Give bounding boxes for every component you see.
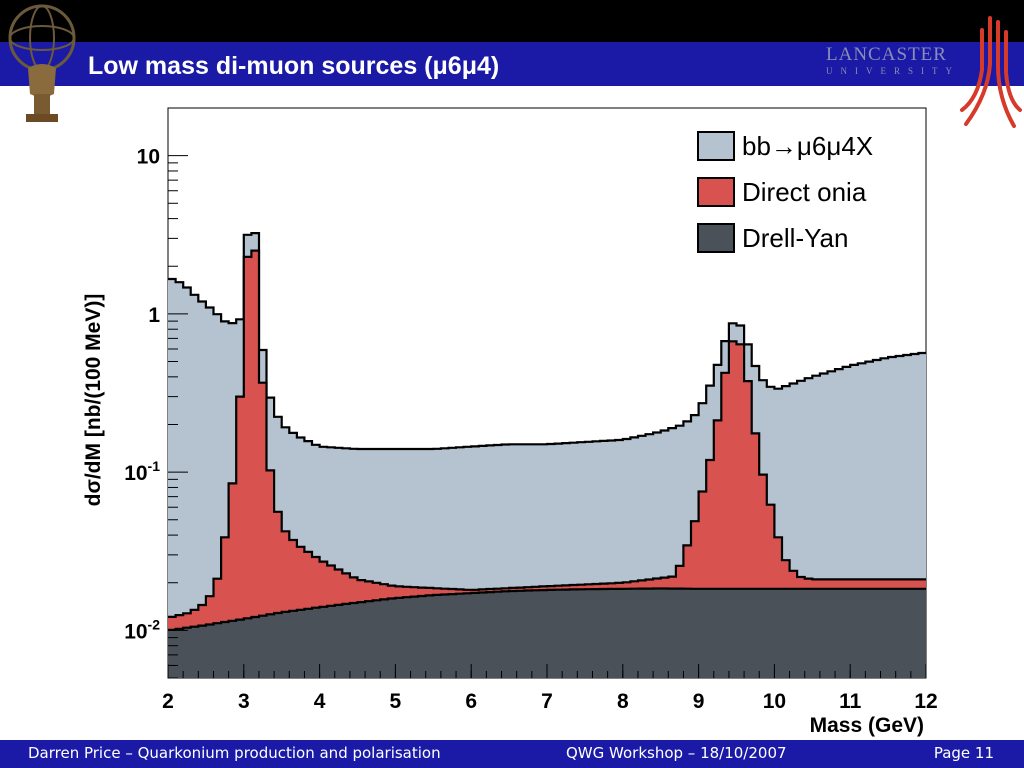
plot-areas: [168, 232, 926, 678]
x-tick-label: 11: [839, 690, 862, 713]
lancaster-crest-icon: [960, 16, 1022, 128]
x-tick-label: 5: [390, 690, 402, 713]
x-tick-label: 8: [617, 690, 629, 713]
y-tick-label: 1: [148, 304, 160, 327]
x-tick-label: 10: [763, 690, 786, 713]
university-name: LANCASTER: [826, 44, 947, 65]
x-tick-label: 2: [162, 690, 174, 713]
legend-swatch: [697, 177, 735, 207]
x-axis-label: Mass (GeV): [810, 714, 924, 737]
x-tick-label: 7: [541, 690, 553, 713]
y-axis-label: dσ/dM [nb/(100 MeV)]: [82, 294, 105, 507]
legend-swatch: [697, 223, 735, 253]
y-tick-label: 10-2: [124, 616, 160, 643]
legend-label: Direct onia: [742, 177, 867, 207]
x-tick-label: 6: [465, 690, 477, 713]
legend-label: bb→μ6μ4X: [742, 131, 873, 161]
series-outline-direct-onia: [168, 249, 926, 618]
chart: 2 3 4 5 6 7 8 9 10 11 12 10-2 10-1 1 10 bb→μ6μ4X Direct…: [82, 107, 938, 737]
legend: bb→μ6μ4X Direct onia Drell-Yan: [697, 131, 873, 253]
legend-label: Drell-Yan: [742, 223, 848, 253]
x-tick-label: 12: [914, 690, 937, 713]
series-area-direct-onia: [168, 250, 926, 678]
series-area-drell-yan: [168, 588, 926, 678]
footer-left: Darren Price – Quarkonium production and…: [28, 744, 441, 762]
y-tick-label: 10: [137, 146, 160, 169]
footer-right: Page 11: [933, 744, 994, 762]
legend-swatch: [697, 131, 735, 161]
series-outline-drell-yan: [168, 587, 926, 631]
footer: Darren Price – Quarkonium production and…: [0, 740, 1024, 768]
title-bar: [0, 42, 1024, 86]
atlas-logo-icon: [8, 4, 76, 122]
axes: 2 3 4 5 6 7 8 9 10 11 12 10-2 10-1 1 10: [124, 107, 938, 713]
x-tick-label: 9: [693, 690, 705, 713]
footer-center: QWG Workshop – 18/10/2007: [566, 744, 787, 762]
top-black-bar: [0, 0, 1024, 42]
x-tick-label: 3: [238, 690, 250, 713]
y-tick-label: 10-1: [124, 458, 160, 485]
slide-title: Low mass di-muon sources (μ6μ4): [88, 52, 500, 80]
x-tick-label: 4: [314, 690, 326, 713]
university-subtitle: UNIVERSITY: [826, 66, 960, 76]
series-outline-bb-6-4x: [168, 232, 926, 451]
